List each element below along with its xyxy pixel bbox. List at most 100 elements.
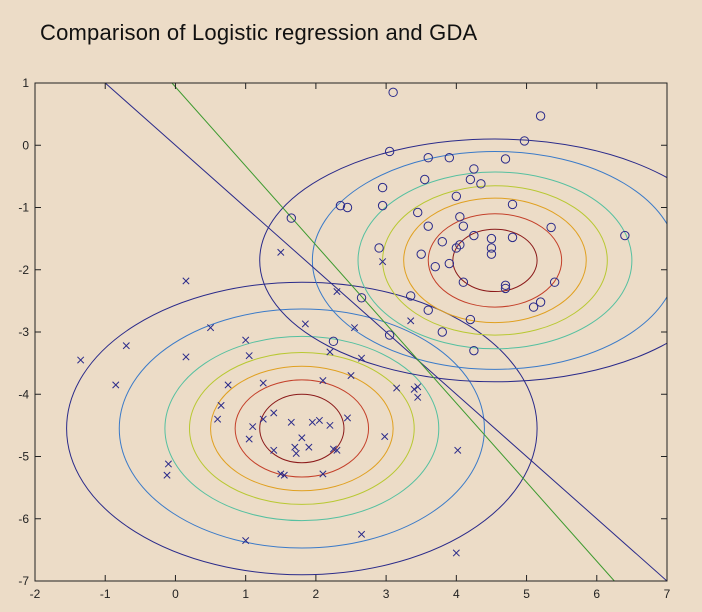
cross-marker xyxy=(224,381,232,389)
cross-stroke xyxy=(333,287,341,296)
cross-stroke xyxy=(381,433,389,441)
circle-marker xyxy=(451,191,462,201)
x-tick-label: 7 xyxy=(664,587,671,601)
cross-marker xyxy=(164,460,172,468)
cross-marker xyxy=(305,443,313,451)
cross-marker xyxy=(414,383,422,391)
cross-marker xyxy=(207,324,215,332)
cross-marker xyxy=(343,414,352,422)
circle-marker xyxy=(335,200,346,211)
circle-marker xyxy=(455,240,465,250)
cross-stroke xyxy=(347,372,355,380)
cross-marker xyxy=(452,549,460,557)
cross-stroke xyxy=(259,379,267,387)
cross-stroke xyxy=(301,320,309,328)
cross-marker xyxy=(407,317,415,325)
cross-stroke xyxy=(292,449,300,457)
cross-stroke xyxy=(207,324,215,332)
cross-stroke xyxy=(277,248,285,256)
circle-marker xyxy=(469,230,479,241)
cross-marker xyxy=(333,446,341,454)
cross-marker xyxy=(333,287,341,296)
cross-marker xyxy=(308,418,316,426)
circle-marker xyxy=(486,233,497,244)
x-tick-label: 3 xyxy=(383,587,390,601)
cross-marker xyxy=(245,352,253,360)
circle-marker xyxy=(476,179,486,189)
plot-frame xyxy=(34,82,668,582)
y-tick-label: -5 xyxy=(18,450,29,464)
cross-stroke xyxy=(305,443,313,451)
x-tick-label: -1 xyxy=(100,587,111,601)
x-tick-label: -2 xyxy=(30,587,41,601)
circle-marker xyxy=(549,277,560,287)
contour-ring-1-7 xyxy=(66,281,538,576)
contour-ring-1-5 xyxy=(164,335,440,522)
x-tick-label: 5 xyxy=(523,587,530,601)
cross-stroke xyxy=(315,416,323,424)
circle-marker xyxy=(507,199,518,210)
circle-marker xyxy=(500,283,511,294)
cross-stroke xyxy=(287,418,295,426)
cross-marker xyxy=(454,446,462,454)
cross-stroke xyxy=(214,415,222,423)
cross-marker xyxy=(393,384,401,392)
contour-ring-1-1 xyxy=(259,393,345,464)
cross-marker xyxy=(249,423,257,431)
cross-stroke xyxy=(319,470,327,478)
x-tick-label: 2 xyxy=(313,587,320,601)
y-tick-label: -3 xyxy=(18,325,29,339)
cross-stroke xyxy=(291,443,299,451)
x-tick-label: 1 xyxy=(242,587,249,601)
circle-marker xyxy=(546,222,556,233)
cross-stroke xyxy=(224,381,232,389)
cross-marker xyxy=(326,421,334,429)
axis-layer: -2 -1 0 1 2 3 4 5 6 7 1 0 -1 -2 -3 -4 -5 -6 -7 xyxy=(18,76,670,601)
cross-stroke xyxy=(333,446,341,454)
circle-marker xyxy=(384,146,395,157)
circle-marker xyxy=(416,249,426,259)
circle-marker xyxy=(374,243,384,253)
circle-marker xyxy=(500,280,511,291)
circle-marker xyxy=(455,212,465,222)
circle-marker xyxy=(620,230,630,241)
contour-ring-2-7 xyxy=(259,138,667,383)
cross-marker xyxy=(410,385,418,393)
circle-marker xyxy=(486,243,497,253)
cross-marker xyxy=(242,336,250,344)
cross-stroke xyxy=(319,377,327,385)
cross-stroke xyxy=(163,471,171,479)
cross-marker xyxy=(270,446,278,454)
cross-stroke xyxy=(259,415,267,423)
cross-stroke xyxy=(77,356,85,364)
cross-stroke xyxy=(280,471,288,479)
point-layer xyxy=(77,87,630,557)
cross-marker xyxy=(379,258,387,266)
contour-ring-2-2 xyxy=(427,213,563,308)
circle-marker xyxy=(486,249,497,259)
cross-marker xyxy=(315,416,323,424)
circle-marker xyxy=(465,314,476,325)
circle-marker xyxy=(458,221,469,231)
contour-ring-1-4 xyxy=(188,352,415,505)
x-tick-label: 6 xyxy=(593,587,600,601)
cross-marker xyxy=(347,372,355,380)
y-tick-label: 1 xyxy=(22,76,29,90)
circle-marker xyxy=(469,164,479,174)
circle-marker xyxy=(458,277,469,287)
circle-marker xyxy=(465,174,476,185)
contour-ring-2-5 xyxy=(357,171,633,350)
cross-marker xyxy=(182,277,190,285)
contour-ring-2-6 xyxy=(311,151,667,370)
cross-marker xyxy=(277,248,285,256)
cross-marker xyxy=(259,379,267,387)
cross-stroke xyxy=(452,549,460,557)
cross-marker xyxy=(217,401,225,410)
cross-stroke xyxy=(298,434,306,442)
y-tick-label: -1 xyxy=(18,201,29,215)
cross-marker xyxy=(112,381,120,389)
cross-marker xyxy=(291,443,299,451)
circle-marker xyxy=(384,330,395,340)
contour-ring-1-2 xyxy=(234,379,370,478)
